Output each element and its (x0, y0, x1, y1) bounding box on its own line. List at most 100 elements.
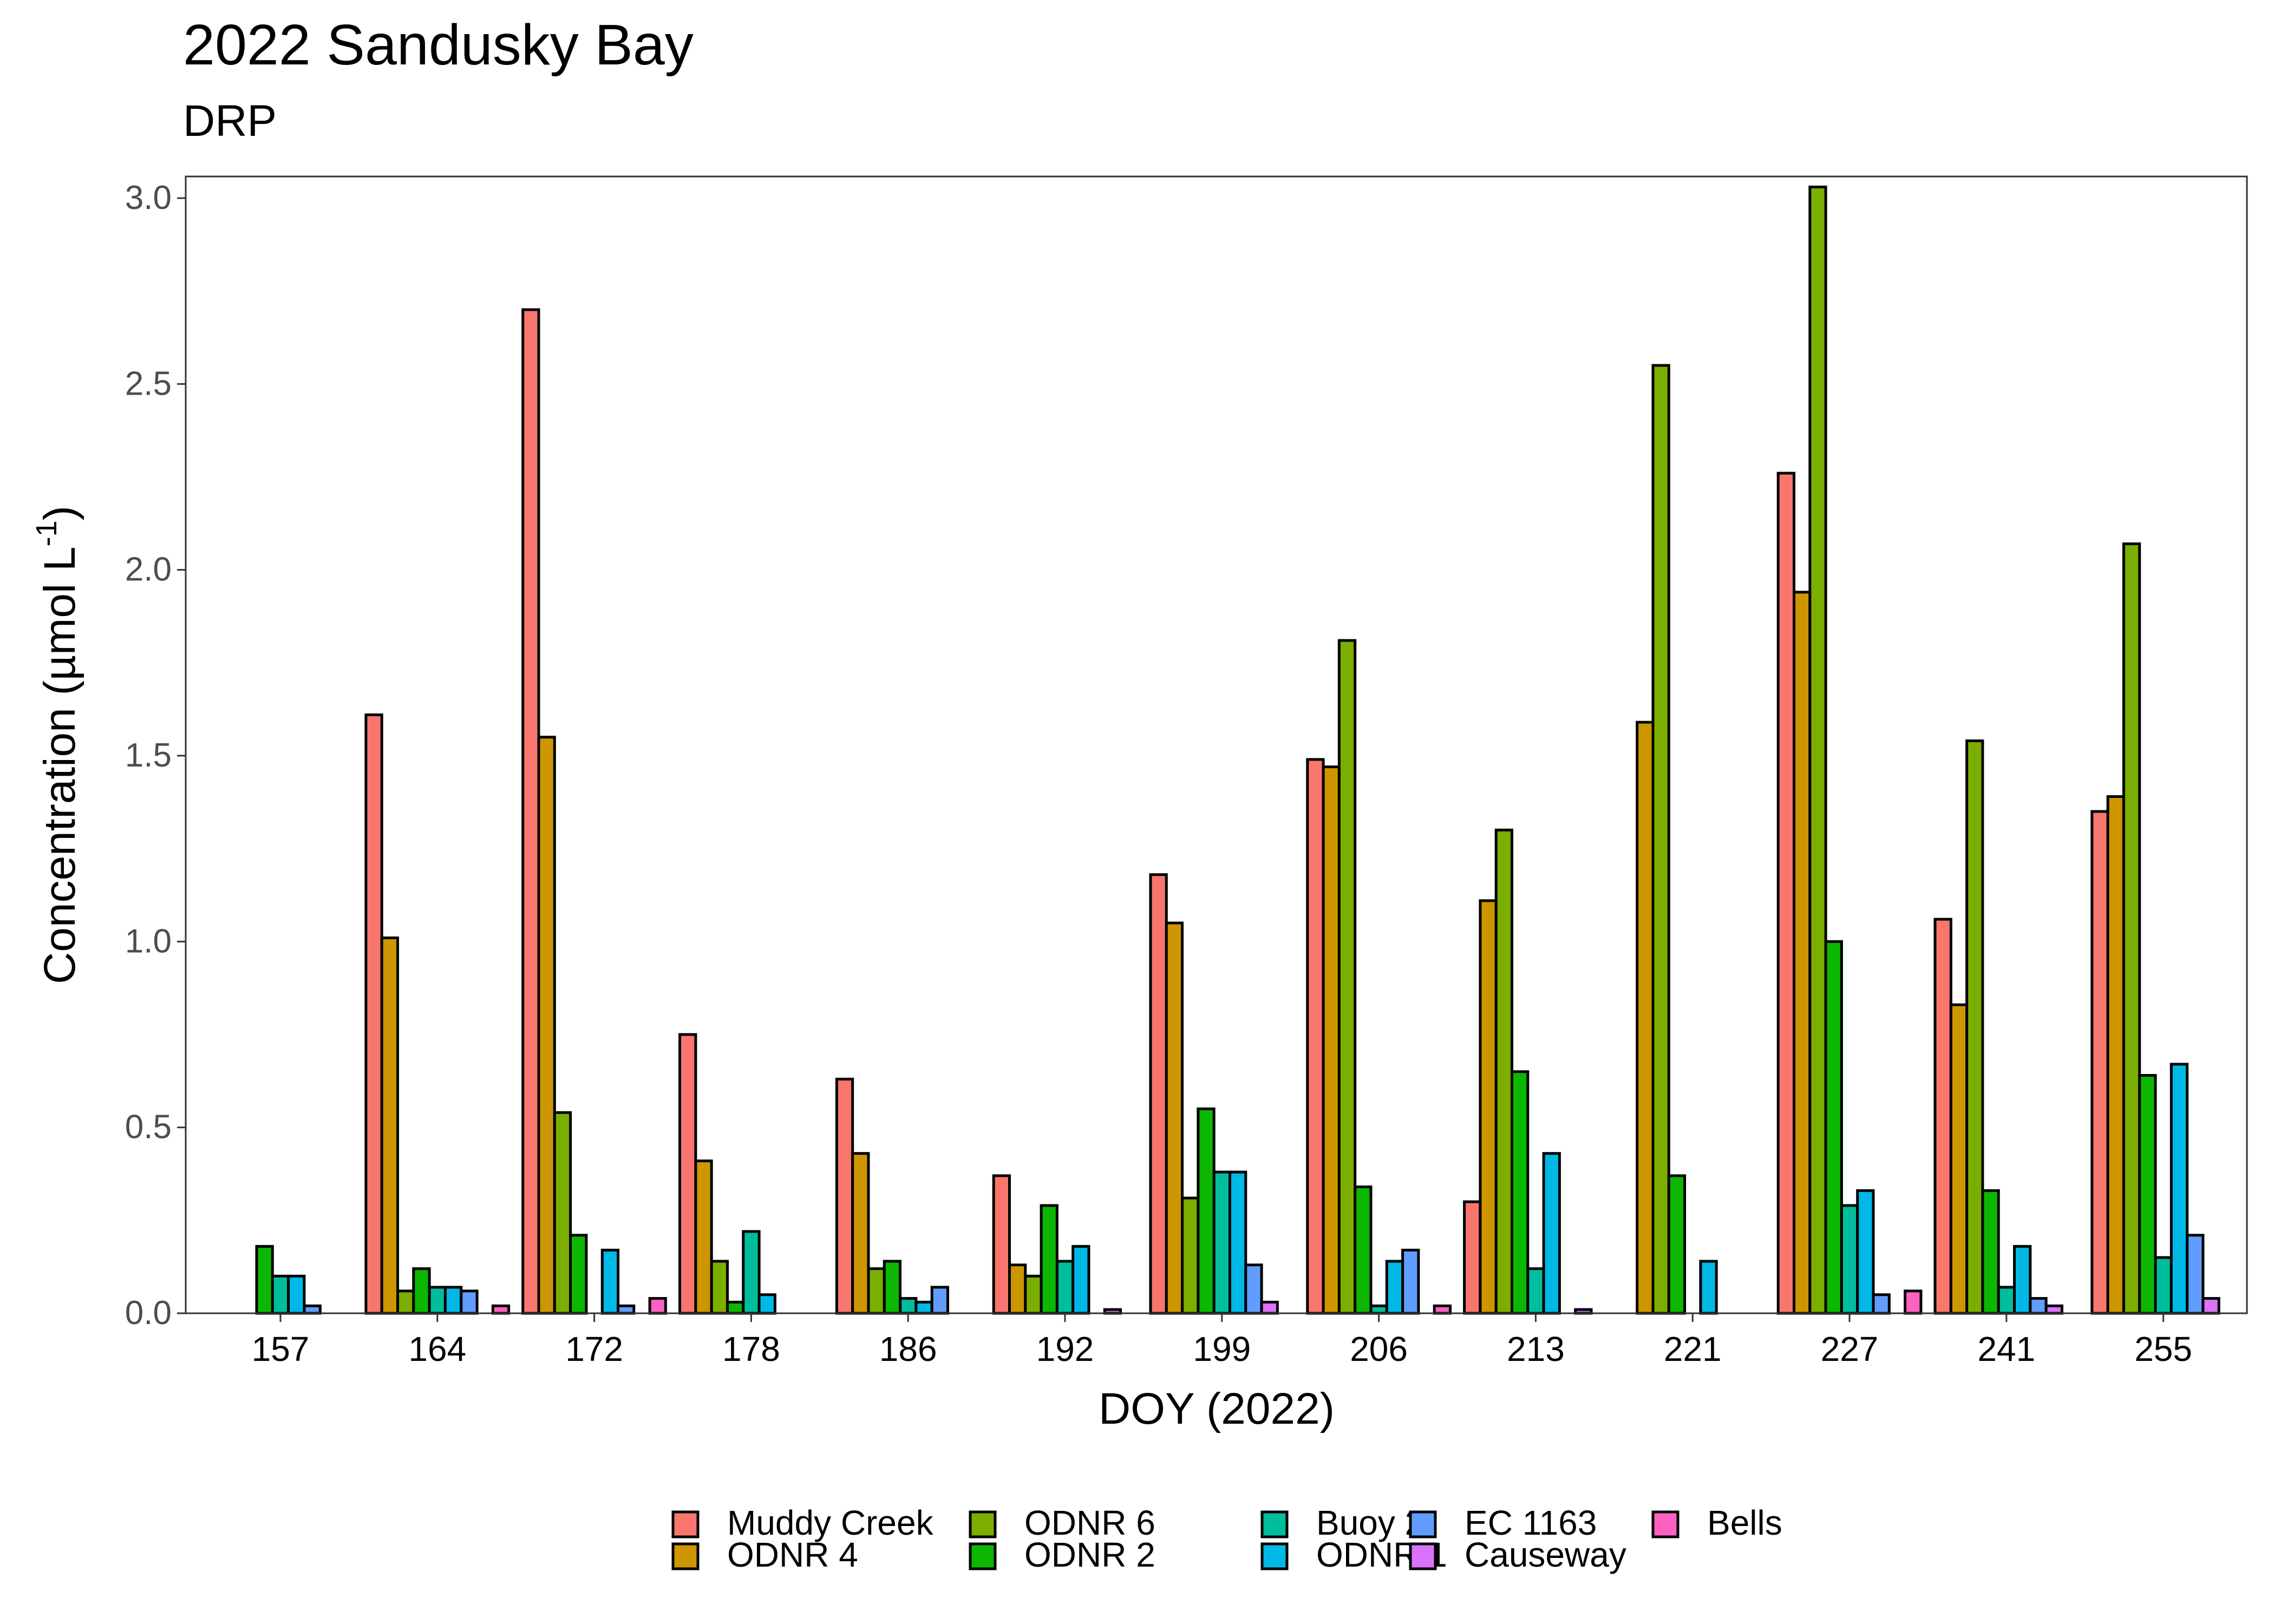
y-axis-label-superscript: -1 (30, 520, 63, 546)
legend-key-odnr-4 (671, 1542, 700, 1570)
y-axis: 0.0 0.5 1.0 1.5 2.0 2.5 3.0 (125, 179, 186, 1332)
bar-muddy-creek-164 (364, 713, 383, 1315)
legend-key-ec-1163 (1409, 1510, 1437, 1538)
plot-panel-border (185, 175, 2248, 1314)
y-tick-label: 0.0 (125, 1294, 172, 1332)
bar-odnr-1-221 (1699, 1260, 1718, 1315)
bar-odnr-2-213 (1511, 1070, 1530, 1315)
bar-odnr-2-255 (2138, 1074, 2157, 1315)
x-tick-label: 186 (879, 1330, 937, 1368)
x-tick-label: 227 (1821, 1330, 1879, 1368)
bar-ec-1163-241 (2029, 1297, 2048, 1315)
bar-buoy-2-157 (271, 1274, 290, 1315)
y-axis-label-main: Concentration (µmol L (35, 546, 84, 984)
y-tick-label: 2.0 (125, 551, 172, 588)
bar-muddy-creek-192 (992, 1174, 1011, 1315)
bar-odnr-2-221 (1667, 1174, 1687, 1315)
bar-muddy-creek-241 (1933, 918, 1952, 1315)
bar-odnr-2-192 (1040, 1204, 1058, 1315)
legend-key-odnr-6 (969, 1510, 997, 1538)
bar-ec-1163-255 (2186, 1234, 2205, 1315)
y-tick-label: 1.0 (125, 922, 172, 960)
bar-odnr-6-206 (1337, 639, 1357, 1315)
bar-buoy-2-241 (1997, 1286, 2016, 1315)
bar-ec-1163-206 (1401, 1248, 1420, 1315)
x-tick-label: 255 (2134, 1330, 2192, 1368)
bar-ec-1163-186 (930, 1286, 949, 1315)
bars-layer (255, 185, 2220, 1315)
bar-muddy-creek-255 (2090, 810, 2109, 1315)
bar-odnr-6-255 (2122, 542, 2141, 1315)
bar-ec-1163-172 (617, 1304, 636, 1315)
x-tick-label: 206 (1350, 1330, 1408, 1368)
legend-key-odnr-2 (969, 1542, 997, 1570)
bar-odnr-1-206 (1385, 1260, 1404, 1315)
bar-odnr-1-186 (914, 1300, 933, 1315)
bar-bells-227 (1904, 1289, 1923, 1315)
bar-odnr-2-164 (412, 1267, 431, 1315)
x-tick-label: 157 (252, 1330, 310, 1368)
legend-label-bells: Bells (1707, 1503, 1782, 1542)
bar-ec-1163-227 (1872, 1293, 1891, 1315)
x-tick-label: 241 (1977, 1330, 2035, 1368)
bar-odnr-6-213 (1494, 828, 1513, 1315)
bar-buoy-2-199 (1212, 1170, 1231, 1315)
bar-muddy-creek-199 (1149, 873, 1168, 1315)
x-tick-label: 172 (565, 1330, 623, 1368)
bar-odnr-2-186 (883, 1260, 902, 1315)
y-axis-label-suffix: ) (35, 506, 84, 520)
bar-bells-206 (1433, 1304, 1452, 1315)
bar-odnr-1-199 (1229, 1170, 1247, 1315)
bar-odnr-6-186 (867, 1267, 886, 1315)
legend-label-causeway: Causeway (1465, 1535, 1626, 1574)
x-tick-label: 199 (1193, 1330, 1251, 1368)
bar-odnr-4-221 (1636, 721, 1655, 1315)
bar-odnr-2-241 (1981, 1189, 2000, 1315)
bar-muddy-creek-206 (1306, 758, 1325, 1315)
bar-odnr-1-192 (1071, 1245, 1090, 1315)
legend-key-bells (1651, 1510, 1680, 1538)
bar-odnr-6-164 (396, 1289, 415, 1315)
x-tick-label: 213 (1507, 1330, 1565, 1368)
legend-key-causeway (1409, 1542, 1437, 1570)
bar-buoy-2-164 (428, 1286, 447, 1315)
bar-muddy-creek-186 (835, 1077, 854, 1315)
legend-label-odnr-4: ODNR 4 (727, 1535, 858, 1574)
bar-buoy-2-213 (1526, 1267, 1545, 1315)
chart-subtitle: DRP (183, 96, 277, 146)
bar-odnr-4-186 (851, 1152, 870, 1315)
bar-odnr-4-164 (380, 937, 400, 1315)
bar-bells-164 (491, 1304, 511, 1315)
bar-odnr-4-206 (1322, 765, 1341, 1315)
legend-key-muddy-creek (671, 1510, 700, 1538)
bar-odnr-2-178 (726, 1300, 745, 1315)
y-axis-label: Concentration (µmol L-1) (30, 506, 84, 984)
bar-odnr-2-227 (1824, 940, 1843, 1315)
bar-odnr-2-206 (1354, 1186, 1373, 1315)
x-tick-label: 221 (1664, 1330, 1722, 1368)
x-tick-label: 164 (408, 1330, 466, 1368)
bar-odnr-4-172 (537, 736, 556, 1315)
bar-odnr-1-172 (600, 1248, 620, 1315)
bar-odnr-4-178 (694, 1160, 713, 1315)
bar-buoy-2-192 (1055, 1260, 1075, 1315)
bar-ec-1163-164 (460, 1289, 479, 1315)
legend-key-buoy-2 (1260, 1510, 1289, 1538)
legend-label-ec-1163: EC 1163 (1465, 1503, 1597, 1542)
x-tick-label: 192 (1036, 1330, 1094, 1368)
bar-muddy-creek-213 (1463, 1200, 1482, 1315)
bar-odnr-6-192 (1024, 1274, 1043, 1315)
bar-odnr-1-227 (1856, 1189, 1875, 1315)
bar-buoy-2-178 (742, 1230, 761, 1315)
y-tick-label: 1.5 (125, 737, 172, 774)
bar-odnr-4-192 (1008, 1263, 1027, 1315)
x-axis: 157 164 172 178 186 192 199 206 213 221 227 241 255 (252, 1313, 2192, 1368)
y-tick-label: 3.0 (125, 179, 172, 217)
bar-buoy-2-186 (899, 1297, 918, 1315)
legend-label-buoy-2: Buoy 2 (1316, 1503, 1424, 1542)
legend-key-odnr-1 (1260, 1542, 1289, 1570)
bar-ec-1163-157 (303, 1304, 322, 1315)
bar-odnr-1-241 (2013, 1245, 2032, 1315)
